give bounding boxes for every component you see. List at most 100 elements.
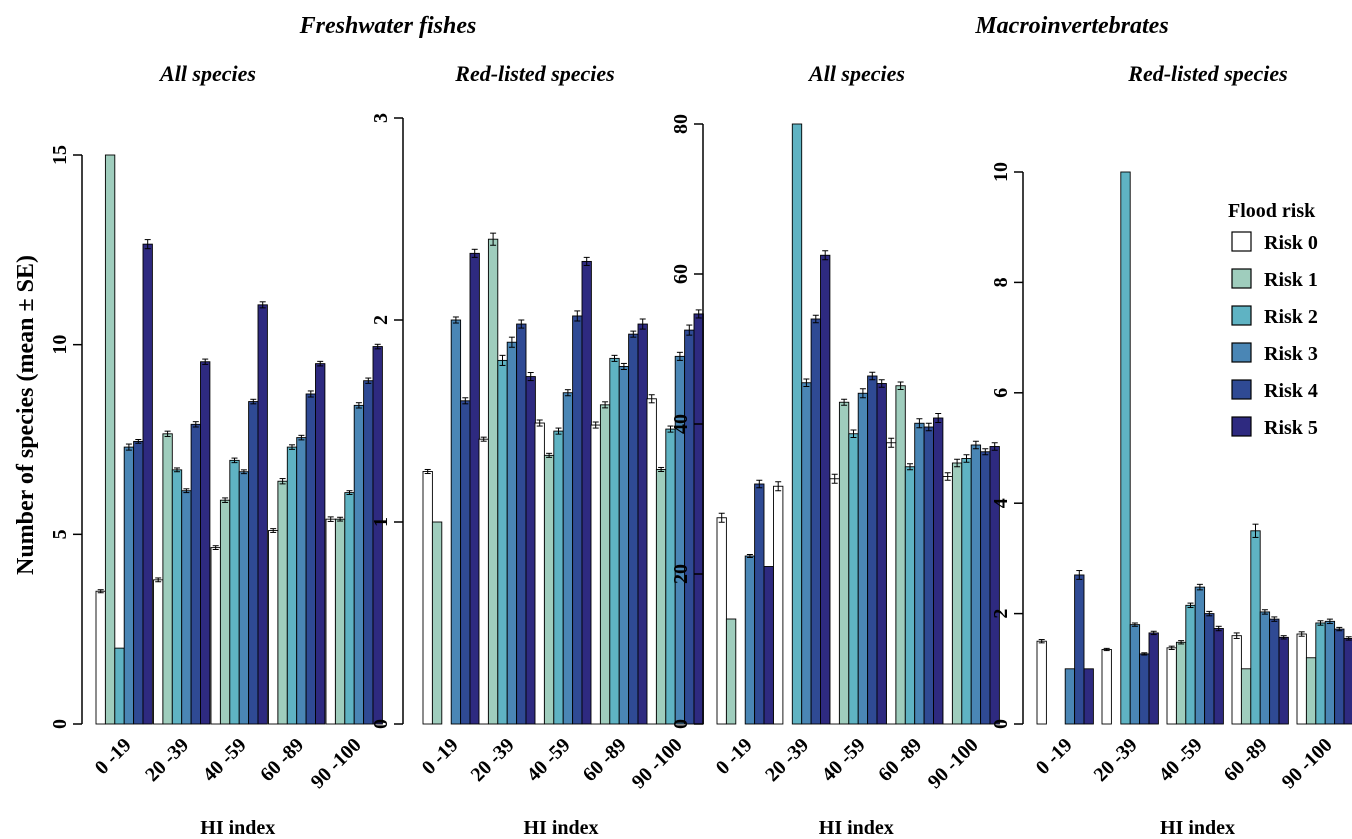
bar — [219, 499, 231, 725]
bar — [487, 238, 499, 725]
bar — [942, 476, 953, 725]
bar — [133, 440, 144, 725]
bar — [95, 590, 106, 725]
bar — [628, 333, 639, 725]
bar — [238, 471, 250, 725]
bar — [1185, 604, 1196, 725]
bar — [951, 462, 963, 725]
bar — [923, 426, 934, 725]
bar — [801, 382, 812, 725]
x-tick-label: 40 -59 — [818, 734, 870, 786]
bar — [867, 375, 878, 725]
bar — [210, 547, 221, 725]
x-tick-label: 20 -39 — [467, 734, 519, 786]
legend-swatch — [1231, 231, 1252, 252]
bar — [1101, 649, 1112, 725]
bar — [980, 451, 991, 725]
y-tick-label: 5 — [49, 529, 71, 539]
bar — [655, 469, 667, 725]
bar — [460, 400, 471, 725]
x-tick-label: 60 -89 — [256, 734, 308, 786]
bar — [1139, 653, 1150, 725]
bar — [754, 483, 765, 725]
legend-swatch — [1231, 342, 1252, 363]
bar — [904, 466, 916, 725]
bar — [646, 398, 657, 725]
bar — [810, 318, 821, 725]
y-tick-label: 60 — [670, 264, 692, 284]
x-tick-label: 40 -59 — [1155, 734, 1207, 786]
y-tick-label: 0 — [49, 719, 71, 729]
bar — [1343, 637, 1352, 725]
x-tick-label: 40 -59 — [523, 734, 575, 786]
x-tick-label: 40 -59 — [199, 734, 251, 786]
bar — [725, 618, 737, 725]
bar — [838, 401, 850, 725]
y-tick-label: 40 — [670, 414, 692, 434]
bar — [372, 346, 383, 725]
x-tick-label: 90 -100 — [628, 734, 687, 793]
bar — [162, 433, 173, 725]
legend-entry: Risk 2 — [1264, 306, 1318, 328]
bar — [857, 392, 869, 725]
bar — [534, 422, 545, 725]
bar — [525, 376, 536, 725]
bar — [1129, 624, 1141, 725]
y-tick-label: 0 — [990, 719, 1012, 729]
legend-entry: Risk 0 — [1264, 232, 1318, 254]
y-tick-label: 10 — [990, 162, 1012, 182]
panel-1: All species 0 5 10 15 0 -19 20 -39 40 -59 60 -89… — [49, 61, 383, 839]
bar — [104, 154, 116, 725]
bar — [674, 355, 686, 725]
bar — [609, 357, 620, 725]
bar — [1240, 668, 1252, 725]
bar — [1259, 611, 1271, 725]
bar — [1175, 641, 1187, 725]
bar — [268, 530, 279, 725]
x-tick-label: 90 -100 — [924, 734, 983, 793]
legend-entry: Risk 3 — [1264, 343, 1318, 365]
bar — [296, 437, 307, 725]
legend-swatch — [1231, 305, 1252, 326]
bar — [1305, 657, 1317, 725]
bar — [970, 444, 982, 725]
bar — [886, 442, 897, 725]
bar — [1231, 635, 1242, 725]
group-title-macroinvertebrates: Macroinvertebrates — [974, 13, 1168, 39]
panel-title: Red-listed species — [454, 61, 614, 86]
group-title-fishes: Freshwater fishes — [299, 13, 477, 39]
bar — [478, 438, 489, 725]
x-tick-label: 90 -100 — [307, 734, 366, 793]
bar — [1269, 618, 1280, 725]
panel-title: Red-listed species — [1127, 61, 1287, 86]
bar — [590, 424, 601, 725]
bar — [791, 123, 803, 725]
bar — [1250, 530, 1261, 725]
y-tick-label: 8 — [990, 277, 1012, 287]
bar — [716, 517, 727, 725]
bar — [829, 478, 840, 725]
bar — [543, 454, 555, 725]
bar — [1083, 668, 1094, 725]
bar — [516, 323, 527, 725]
panel-4: Red-listed species 0 2 4 6 8 10 0 -19 20 -39 40 -… — [990, 61, 1352, 839]
bar — [1296, 633, 1307, 725]
legend-title: Flood risk — [1228, 200, 1316, 222]
x-tick-label: 0 -19 — [1032, 734, 1077, 779]
bar — [200, 361, 211, 725]
x-tick-label: 20 -39 — [141, 734, 193, 786]
legend-entry: Risk 5 — [1264, 417, 1318, 439]
bar — [114, 647, 125, 725]
legend-swatch — [1231, 416, 1252, 437]
legend-entry: Risk 1 — [1264, 269, 1318, 291]
bar — [450, 319, 462, 725]
bar — [353, 404, 365, 725]
bar — [553, 430, 564, 725]
y-tick-label: 15 — [49, 145, 71, 165]
panel-title: All species — [158, 61, 256, 86]
x-axis-label: HI index — [819, 817, 894, 839]
x-axis-label: HI index — [200, 817, 275, 839]
y-tick-label: 3 — [370, 113, 392, 123]
